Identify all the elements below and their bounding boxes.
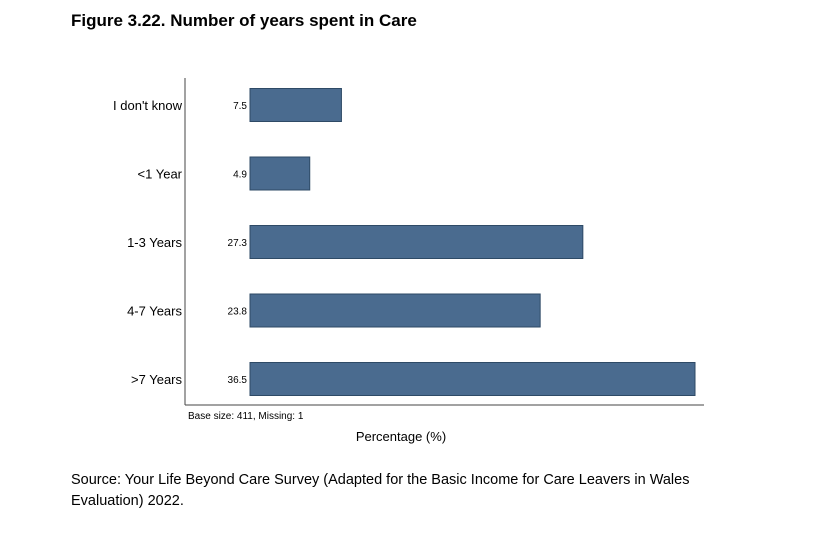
- bar: [249, 156, 311, 191]
- bar-chart: I don't know <1 Year 1-3 Years 4-7 Years >7 …: [113, 78, 704, 444]
- base-size-note: Base size: 411, Missing: 1: [188, 411, 304, 422]
- value-label: 27.3: [228, 238, 248, 249]
- value-label: 23.8: [228, 307, 248, 318]
- value-label: 36.5: [228, 375, 248, 386]
- bar: [249, 225, 584, 259]
- category-label: 4-7 Years: [127, 304, 182, 319]
- value-labels-group: 7.5 4.9 27.3 23.8 36.5: [228, 101, 248, 386]
- value-label: 4.9: [233, 170, 247, 181]
- bar: [249, 88, 342, 122]
- bar: [249, 362, 696, 396]
- category-label: >7 Years: [131, 372, 182, 387]
- source-note: Source: Your Life Beyond Care Survey (Ad…: [71, 472, 690, 509]
- figure-title: Figure 3.22. Number of years spent in Ca…: [71, 11, 417, 30]
- value-label: 7.5: [233, 101, 247, 112]
- category-labels-group: I don't know <1 Year 1-3 Years 4-7 Years >7 …: [113, 98, 183, 387]
- category-label: I don't know: [113, 98, 183, 113]
- bars-group: [249, 88, 696, 396]
- category-label: <1 Year: [138, 167, 183, 182]
- bar: [249, 293, 541, 328]
- x-axis-label: Percentage (%): [356, 429, 446, 444]
- category-label: 1-3 Years: [127, 235, 182, 250]
